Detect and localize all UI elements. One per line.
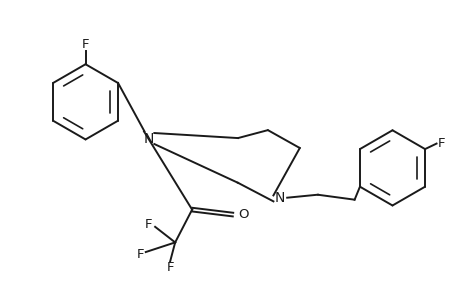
- Text: F: F: [166, 261, 174, 274]
- Text: N: N: [143, 131, 153, 146]
- Text: F: F: [82, 38, 89, 51]
- Text: F: F: [136, 248, 144, 261]
- Text: O: O: [238, 208, 248, 221]
- Text: N: N: [274, 191, 285, 205]
- Text: F: F: [144, 218, 151, 231]
- Text: F: F: [437, 136, 444, 150]
